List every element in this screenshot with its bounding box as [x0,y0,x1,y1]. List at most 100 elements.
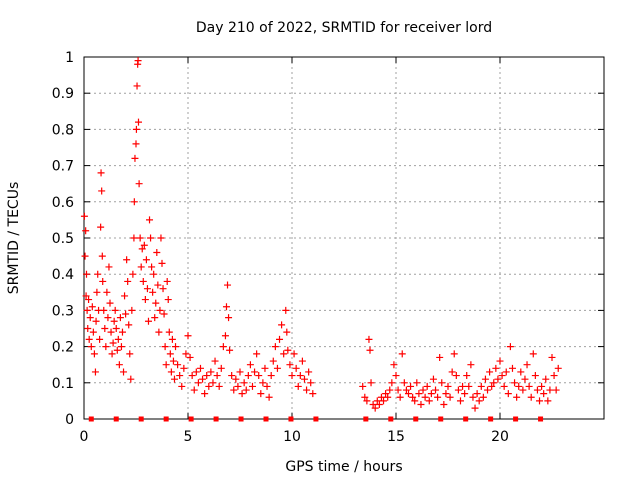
srmtid-point [110,317,118,325]
srmtid-point [111,306,119,314]
srmtid-point [84,325,92,332]
x-tick-label: 5 [184,429,193,445]
srmtid-point [288,372,296,380]
srmtid-point [448,368,456,376]
srmtid-point [147,234,155,242]
srmtid-point [131,154,139,162]
baseline-square-point [413,416,419,422]
srmtid-point [278,321,286,329]
srmtid-point [419,386,427,394]
srmtid-point [104,314,112,322]
srmtid-point [143,285,151,293]
srmtid-point [132,125,140,133]
srmtid-point [525,382,533,390]
srmtid-point [91,368,99,376]
srmtid-point [219,343,227,351]
baseline-square-point [513,416,519,422]
srmtid-point [517,368,525,376]
srmtid-point [82,270,90,278]
baseline-square-point [313,416,319,422]
srmtid-point [307,379,315,387]
srmtid-point [477,382,485,390]
srmtid-point [194,379,202,387]
srmtid-point [400,379,408,387]
srmtid-point [402,386,410,394]
srmtid-point [303,386,311,394]
srmtid-point [479,393,487,401]
srmtid-point [130,198,138,206]
srmtid-point [98,252,106,260]
srmtid-point [429,375,437,383]
srmtid-point [230,386,238,394]
y-tick-label: 1 [65,50,74,66]
srmtid-point [536,397,544,405]
srmtid-point [265,393,273,401]
srmtid-point [255,372,263,380]
y-tick-label: 0.3 [52,303,74,319]
srmtid-point [94,270,102,278]
srmtid-point [116,314,124,322]
srmtid-point [109,339,117,347]
srmtid-point [521,375,529,383]
y-tick-label: 0.6 [52,195,74,211]
srmtid-point [459,382,467,390]
srmtid-point [523,361,531,369]
srmtid-point [500,382,508,390]
srmtid-point [484,386,492,394]
srmtid-point [454,386,462,394]
srmtid-point [129,270,137,278]
y-tick-label: 0.1 [52,376,74,392]
srmtid-point [152,299,160,307]
srmtid-point [492,364,500,372]
baseline-square-point [363,416,369,422]
srmtid-point [172,343,180,351]
srmtid-point [108,350,116,358]
srmtid-point [136,234,144,242]
srmtid-point [169,357,177,365]
srmtid-point [538,382,546,390]
srmtid-point [494,375,502,383]
srmtid-point [246,361,254,369]
srmtid-point [107,328,115,336]
srmtid-point [98,187,106,195]
srmtid-point [100,306,108,314]
srmtid-point [263,382,271,390]
srmtid-point [205,382,213,390]
baseline-square-point [388,416,394,422]
srmtid-point [88,303,96,311]
srmtid-point [92,317,100,325]
srmtid-point [267,372,275,380]
srmtid-point [159,285,167,293]
srmtid-point [290,350,298,358]
srmtid-point [496,357,504,365]
srmtid-point [196,364,204,372]
srmtid-point [427,390,435,398]
baseline-square-point [188,416,194,422]
srmtid-point [217,364,225,372]
y-tick-label: 0.2 [52,340,74,356]
srmtid-point [373,397,381,405]
srmtid-point [280,350,288,358]
srmtid-point [436,353,444,361]
srmtid-point [305,368,313,376]
srmtid-point [96,335,104,343]
srmtid-point [446,393,454,401]
srmtid-point [498,372,506,380]
srmtid-point [80,212,88,220]
baseline-square-point [488,416,494,422]
srmtid-point [135,180,143,188]
srmtid-point [165,328,173,336]
srmtid-point [213,372,221,380]
srmtid-point [396,393,404,401]
srmtid-point [153,248,161,256]
srmtid-point [452,372,460,380]
srmtid-point [199,375,207,383]
srmtid-point [144,317,152,325]
srmtid-point [504,390,512,398]
srmtid-point [226,346,234,354]
srmtid-point [156,306,164,314]
srmtid-point [471,404,479,412]
srmtid-point [137,263,145,271]
srmtid-point [394,386,402,394]
srmtid-point [365,335,373,343]
